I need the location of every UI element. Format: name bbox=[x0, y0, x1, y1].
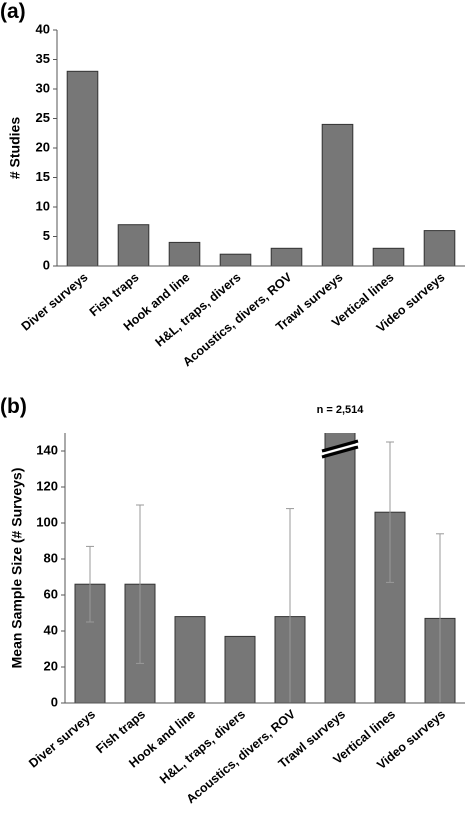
bar bbox=[324, 433, 356, 703]
bar bbox=[174, 616, 206, 703]
y-tick-label: 60 bbox=[44, 586, 58, 601]
bar bbox=[321, 123, 354, 266]
y-tick-label: 40 bbox=[44, 622, 58, 637]
bar bbox=[270, 247, 303, 266]
error-bar bbox=[386, 441, 394, 583]
y-tick-label: 0 bbox=[43, 257, 50, 272]
y-tick-label: 100 bbox=[36, 514, 58, 529]
bar bbox=[117, 224, 150, 266]
y-tick-label: 40 bbox=[36, 21, 50, 36]
y-tick-label: 35 bbox=[36, 51, 50, 66]
axis-break bbox=[321, 439, 359, 453]
error-bar bbox=[136, 504, 144, 664]
y-tick-label: 15 bbox=[36, 169, 50, 184]
plot-area bbox=[74, 433, 456, 703]
y-axis-label: # Studies bbox=[7, 117, 23, 179]
axis-break-gap bbox=[321, 443, 359, 455]
bar bbox=[66, 70, 99, 266]
error-bar bbox=[86, 545, 94, 623]
value-label: n = 2,514 bbox=[317, 404, 365, 416]
bar bbox=[423, 230, 456, 266]
y-tick-label: 120 bbox=[36, 478, 58, 493]
x-tick-label: Diver surveys bbox=[26, 707, 98, 770]
y-tick-label: 25 bbox=[36, 110, 50, 125]
plot-area bbox=[66, 70, 456, 266]
error-bar bbox=[286, 508, 294, 703]
y-tick-label: 5 bbox=[43, 228, 50, 243]
bar bbox=[224, 635, 256, 703]
y-tick-label: 20 bbox=[44, 658, 58, 673]
x-tick-label: H&L, traps, divers bbox=[157, 707, 248, 787]
bar bbox=[168, 241, 201, 266]
panel-label: (b) bbox=[0, 395, 27, 418]
bar bbox=[372, 247, 405, 266]
y-tick-label: 0 bbox=[51, 694, 58, 709]
error-bar bbox=[436, 533, 444, 703]
y-tick-label: 140 bbox=[36, 442, 58, 457]
y-tick-label: 20 bbox=[36, 139, 50, 154]
x-tick-label: Diver surveys bbox=[19, 270, 91, 333]
x-tick-label: H&L, traps, divers bbox=[153, 270, 244, 350]
panel-label: (a) bbox=[0, 0, 26, 23]
y-tick-label: 10 bbox=[36, 198, 50, 213]
y-axis-label: Mean Sample Size (# Surveys) bbox=[9, 468, 25, 669]
axis-break bbox=[321, 445, 359, 459]
y-tick-label: 80 bbox=[44, 550, 58, 565]
y-tick-label: 30 bbox=[36, 80, 50, 95]
bar bbox=[219, 253, 252, 266]
